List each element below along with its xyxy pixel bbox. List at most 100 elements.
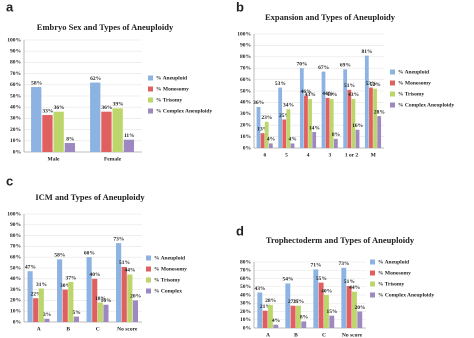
value-label: 53% — [275, 81, 286, 87]
y-tick-label: 50% — [240, 88, 251, 94]
y-tick-label: 10% — [10, 138, 21, 144]
value-label: 51% — [344, 279, 355, 285]
bar — [333, 138, 338, 148]
bar — [329, 315, 335, 328]
value-label: 11% — [124, 133, 135, 139]
value-label: 27% — [293, 299, 304, 305]
y-tick-label: 0% — [243, 325, 251, 331]
bar — [73, 316, 80, 322]
y-tick-label: 0% — [243, 145, 251, 151]
value-label: 55% — [316, 276, 327, 282]
value-label: 58% — [54, 253, 65, 259]
bar — [351, 98, 356, 148]
y-tick-label: 30% — [10, 287, 21, 293]
value-label: 23% — [261, 115, 272, 121]
y-tick-label: 90% — [240, 43, 251, 49]
bar — [27, 271, 33, 322]
value-label: 33% — [42, 108, 53, 114]
legend-label: % Monosomy — [398, 80, 431, 86]
legend-swatch — [148, 108, 153, 114]
value-label: 51% — [119, 260, 130, 266]
x-tick-label: B — [66, 326, 70, 332]
value-label: 81% — [361, 49, 372, 55]
bar — [313, 269, 319, 328]
legend-label: % Monosomy — [154, 266, 187, 272]
legend-label: % Trisomy — [398, 91, 424, 97]
y-tick-label: 70% — [10, 71, 21, 77]
x-tick-label: 6 — [263, 152, 266, 158]
value-label: 8% — [66, 136, 74, 142]
y-tick-label: 70% — [10, 244, 21, 250]
chart-title: Expansion and Types of Aneuploidy — [265, 12, 396, 22]
legend-swatch — [148, 97, 153, 103]
bar — [268, 304, 273, 328]
bar — [282, 119, 287, 148]
value-label: 4% — [267, 137, 275, 143]
bar — [321, 71, 326, 148]
y-tick-label: 80% — [10, 60, 21, 66]
legend-swatch — [390, 80, 395, 86]
value-label: 5% — [73, 310, 81, 316]
chart-title: Embryo Sex and Types of Aneuploidy — [37, 22, 174, 32]
x-tick-label: 3 — [328, 152, 331, 158]
value-label: 44% — [322, 91, 333, 97]
value-label: 16% — [352, 123, 363, 129]
y-tick-label: 40% — [240, 100, 251, 106]
y-tick-label: 60% — [10, 254, 21, 260]
value-label: 47% — [25, 265, 36, 271]
value-label: 28% — [374, 109, 385, 115]
value-label: 4% — [272, 318, 280, 324]
legend-label: % Aneuploid — [398, 69, 429, 75]
value-label: 54% — [283, 277, 294, 283]
x-tick-label: A — [266, 332, 270, 338]
y-tick-label: 40% — [10, 104, 21, 110]
legend-swatch — [390, 69, 395, 75]
value-label: 43% — [255, 286, 266, 292]
value-label: 22% — [30, 292, 41, 298]
value-label: 31% — [36, 282, 47, 288]
value-label: 71% — [311, 263, 322, 269]
bar — [116, 243, 122, 322]
value-label: 18% — [95, 296, 106, 302]
value-label: 8% — [332, 132, 340, 138]
value-label: 20% — [354, 305, 365, 311]
value-label: 16% — [101, 298, 112, 304]
x-tick-label: No score — [342, 332, 363, 338]
value-label: 27% — [288, 299, 299, 305]
bar — [268, 143, 273, 148]
bar — [312, 132, 317, 148]
value-label: 62% — [90, 76, 101, 82]
x-tick-label: M — [371, 152, 377, 158]
legend-swatch — [390, 102, 395, 108]
bar — [64, 143, 76, 152]
value-label: 28% — [265, 298, 276, 304]
value-label: 25% — [279, 113, 290, 119]
y-tick-label: 100% — [237, 31, 251, 37]
value-label: 39% — [113, 102, 124, 108]
value-label: 70% — [296, 61, 307, 67]
value-label: 4% — [289, 137, 297, 143]
bar — [90, 82, 101, 152]
value-label: 43% — [348, 92, 359, 98]
value-label: 60% — [84, 250, 95, 256]
x-tick-label: Female — [104, 156, 122, 162]
legend-label: % Aneuploid — [156, 75, 187, 81]
panel-letter: d — [236, 223, 244, 238]
bar — [304, 95, 308, 148]
legend-swatch — [370, 292, 375, 298]
value-label: 58% — [31, 80, 42, 86]
y-tick-label: 60% — [240, 276, 251, 282]
y-tick-label: 50% — [10, 265, 21, 271]
value-label: 14% — [309, 125, 320, 131]
bar — [318, 282, 324, 328]
bar — [347, 89, 352, 148]
value-label: 34% — [283, 103, 294, 109]
y-tick-label: 60% — [240, 77, 251, 83]
legend-swatch — [146, 255, 151, 261]
legend-label: % Trisomy — [156, 97, 182, 103]
value-label: 51% — [344, 83, 355, 89]
x-tick-label: 4 — [307, 152, 310, 158]
legend-label: % Aneuploid — [378, 259, 409, 265]
bar — [86, 257, 92, 322]
y-tick-label: 30% — [240, 111, 251, 117]
